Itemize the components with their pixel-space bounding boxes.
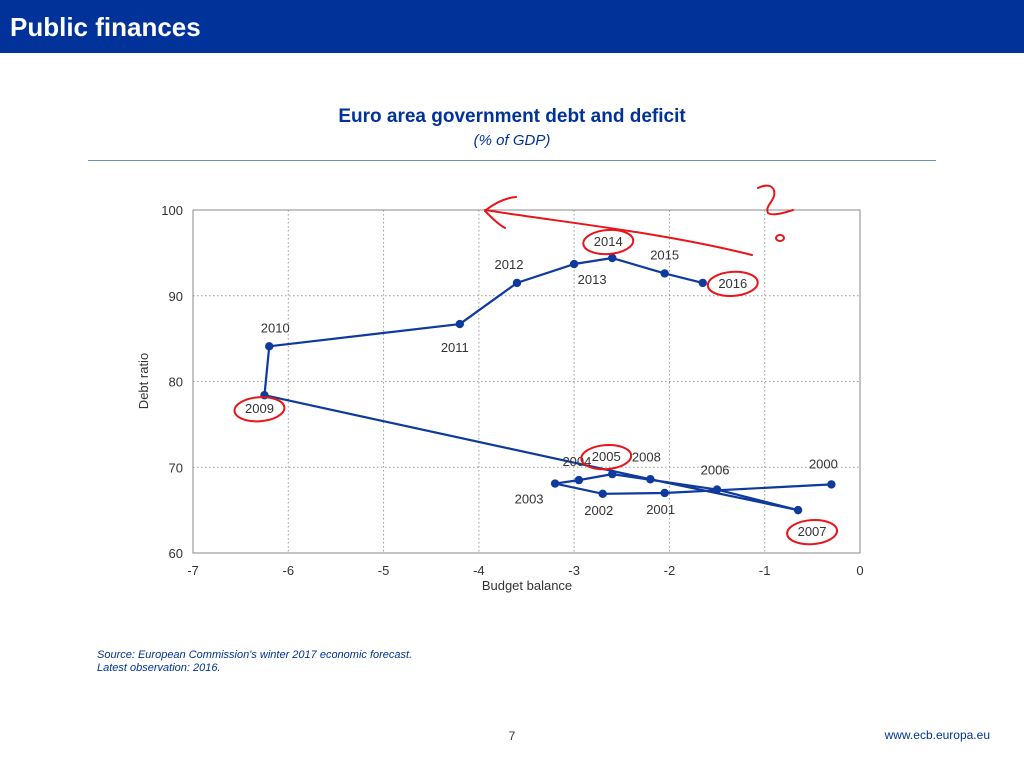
data-point-2007 (793, 505, 803, 515)
data-point-2014 (608, 253, 617, 263)
header-bar: Public finances (0, 0, 1024, 53)
data-point-2015 (660, 269, 669, 278)
question-mark-icon (757, 184, 794, 216)
data-point-2008 (646, 475, 655, 484)
latest-observation-line: Latest observation: 2016. (97, 662, 221, 674)
page-title: Public finances (10, 12, 201, 42)
point-label-2009: 2009 (245, 401, 274, 416)
data-point-2012 (512, 278, 522, 288)
y-tick-label: 70 (169, 460, 183, 475)
point-label-2010: 2010 (261, 320, 290, 335)
data-point-2000 (827, 480, 836, 489)
data-point-2010 (265, 342, 274, 351)
data-point-2013 (569, 259, 579, 269)
data-point-2004 (574, 475, 584, 485)
point-label-2008: 2008 (632, 449, 661, 464)
y-tick-label: 80 (169, 375, 183, 390)
data-point-2003 (550, 479, 560, 488)
title-divider (88, 160, 936, 161)
circle-highlight-2007 (786, 519, 839, 546)
axis-ticks: -7 -6 -5 -4 -3 -2 -1 0 60 70 80 90 100 (161, 203, 863, 578)
point-label-2015: 2015 (650, 247, 679, 262)
point-label-2004: 2004 (562, 454, 591, 469)
point-label-2006: 2006 (701, 463, 730, 478)
source-line: Source: European Commission's winter 201… (97, 649, 413, 661)
y-axis-label: Debt ratio (136, 353, 151, 409)
x-tick-label: -3 (568, 563, 580, 578)
x-tick-label: -6 (283, 563, 295, 578)
x-tick-label: -1 (759, 563, 771, 578)
data-point-2016 (698, 278, 707, 288)
point-label-2016: 2016 (718, 276, 747, 291)
x-tick-label: -7 (187, 563, 199, 578)
point-label-2005: 2005 (592, 449, 621, 464)
data-point-2002 (598, 489, 607, 499)
chart-subtitle: (% of GDP) (473, 132, 551, 149)
circle-highlight-2014 (582, 228, 635, 256)
source-note: Source: European Commission's winter 201… (97, 649, 412, 675)
x-tick-label: -2 (664, 563, 676, 578)
chart-title: Euro area government debt and deficit (338, 106, 686, 127)
data-point-2005 (608, 469, 617, 479)
point-label-2014: 2014 (594, 234, 623, 249)
data-point-2001 (660, 488, 669, 498)
x-tick-label: -5 (378, 563, 390, 578)
circle-highlight-2009 (233, 396, 286, 423)
question-dot-icon (775, 234, 785, 242)
website-link[interactable]: www.ecb.europa.eu (884, 728, 990, 742)
debt-deficit-series: 2000 2001 2002 2003 2004 2005 2006 2007 2008 2009… (245, 234, 838, 539)
plot-area-frame (192, 209, 861, 554)
point-label-2002: 2002 (584, 503, 613, 518)
point-label-2013: 2013 (578, 272, 607, 287)
data-point-2006 (712, 485, 722, 494)
x-tick-label: 0 (856, 563, 863, 578)
data-point-2011 (455, 319, 464, 329)
point-label-2007: 2007 (798, 524, 827, 539)
hand-annotations (233, 184, 839, 546)
y-tick-label: 100 (161, 203, 183, 218)
y-tick-label: 90 (169, 289, 183, 304)
point-label-2001: 2001 (646, 502, 675, 517)
page-number: 7 (508, 729, 516, 743)
arrow-left-icon (484, 196, 753, 256)
point-label-2012: 2012 (495, 257, 524, 272)
y-tick-label: 60 (169, 546, 183, 561)
point-label-2000: 2000 (809, 456, 838, 471)
point-label-2003: 2003 (515, 492, 544, 507)
circle-highlight-2005 (580, 444, 633, 471)
point-label-2011: 2011 (441, 340, 469, 355)
x-tick-label: -4 (473, 563, 485, 578)
x-axis-label: Budget balance (482, 578, 572, 593)
circle-highlight-2016 (706, 270, 759, 297)
